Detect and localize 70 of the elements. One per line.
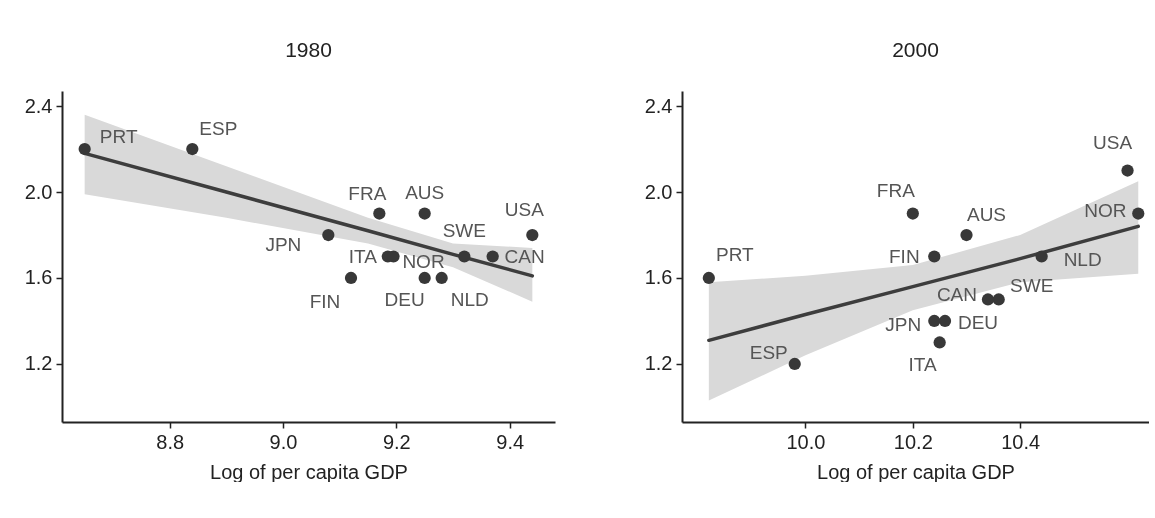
point — [418, 271, 431, 285]
annotation: ITA — [908, 354, 938, 376]
point — [526, 228, 539, 242]
point — [928, 314, 941, 328]
point — [788, 357, 801, 371]
x-tick-label: 10.2 — [893, 430, 933, 453]
annotation: NLD — [1063, 248, 1102, 270]
annotation: FRA — [348, 182, 387, 204]
y-tick-label: 1.2 — [644, 352, 673, 375]
annotation: FIN — [888, 245, 920, 267]
annotation: DEU — [957, 311, 999, 333]
point — [992, 293, 1005, 306]
x-tick-label: 9.2 — [382, 430, 411, 453]
annotation: USA — [504, 199, 545, 221]
y-tick-label: 1.6 — [644, 266, 673, 289]
annotation: AUS — [405, 181, 445, 203]
x-tick-label: 9.0 — [269, 430, 298, 453]
annotation: PRT — [716, 243, 755, 265]
annotation: FRA — [876, 179, 916, 201]
point — [344, 271, 358, 285]
x-tick-label: 10.4 — [1001, 430, 1041, 453]
y-tick-label: 2.0 — [24, 180, 53, 203]
annotation: NOR — [1084, 199, 1127, 221]
point — [435, 271, 448, 285]
point — [458, 250, 471, 263]
annotation: CAN — [936, 284, 978, 306]
annotation: ESP — [199, 118, 238, 140]
y-tick-label: 2.4 — [24, 94, 53, 117]
annotation: PRT — [99, 126, 138, 148]
point — [322, 228, 335, 242]
x-tick-label: 9.4 — [496, 430, 525, 453]
point — [928, 250, 941, 263]
point — [960, 228, 973, 242]
annotation: FIN — [309, 290, 341, 312]
annotation: AUS — [966, 204, 1007, 226]
chart-title: 2000 — [892, 38, 939, 61]
annotation: JPN — [885, 313, 922, 335]
annotation: SWE — [1010, 275, 1054, 297]
annotation: USA — [1092, 131, 1133, 153]
point — [418, 207, 431, 220]
annotation: JPN — [265, 234, 302, 256]
x-axis-title: Log of per capita GDP — [817, 460, 1015, 483]
point — [1132, 207, 1145, 220]
annotation: NOR — [402, 250, 445, 272]
y-tick-label: 1.2 — [24, 352, 53, 375]
x-tick-label: 8.8 — [156, 430, 185, 453]
point — [702, 271, 715, 285]
point — [1121, 164, 1134, 177]
point — [1035, 250, 1048, 263]
point — [186, 142, 199, 156]
point — [78, 142, 91, 156]
annotation: CAN — [504, 245, 545, 267]
point — [486, 250, 499, 263]
x-axis-title: Log of per capita GDP — [210, 460, 408, 483]
point — [906, 207, 919, 220]
point — [373, 207, 386, 220]
point — [933, 336, 946, 349]
line-series — [707, 224, 1141, 343]
point — [938, 314, 952, 328]
y-tick-label: 2.0 — [644, 180, 673, 203]
chart-title: 1980 — [285, 38, 332, 61]
x-tick-label: 10.0 — [786, 430, 826, 453]
annotation: DEU — [384, 288, 425, 310]
annotation: SWE — [442, 219, 486, 241]
point — [981, 293, 995, 306]
annotation: ESP — [749, 341, 788, 363]
y-tick-label: 1.6 — [24, 266, 53, 289]
y-tick-label: 2.4 — [644, 94, 673, 117]
annotation: NLD — [450, 288, 489, 310]
annotation: ITA — [348, 245, 378, 267]
